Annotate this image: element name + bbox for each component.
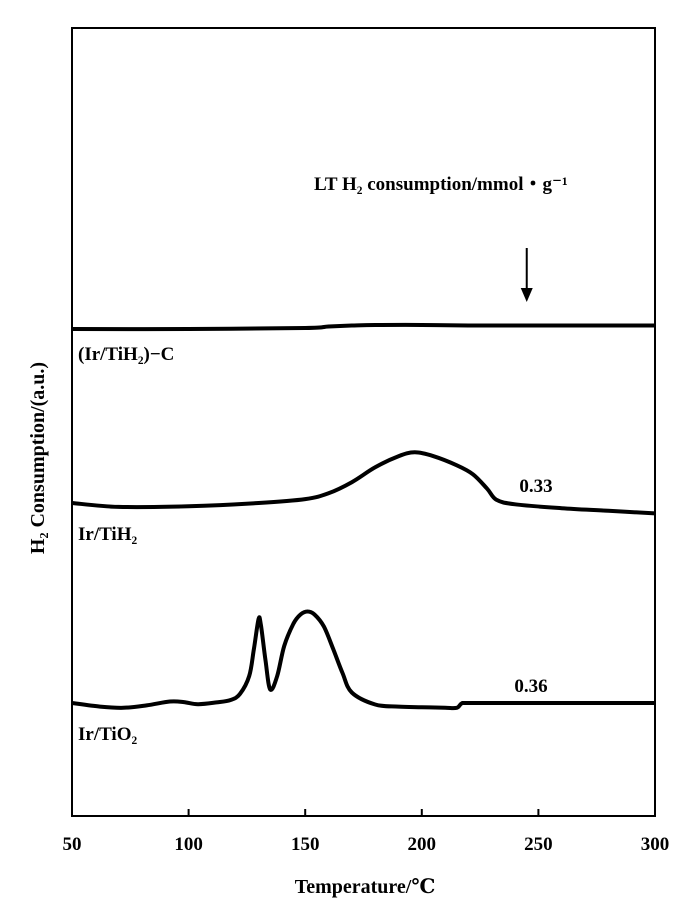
series-line-2 (71, 450, 656, 516)
series-name-label: Ir/TiO₂ (78, 724, 137, 745)
x-tick-label: 100 (174, 834, 203, 855)
arrow-marker (520, 248, 533, 302)
series-value-label: 0.33 (519, 476, 552, 497)
annotation-text: LT H₂ consumption/mmol・g⁻¹ (314, 174, 568, 195)
series-curves (71, 322, 656, 711)
x-tick-label: 300 (641, 834, 670, 855)
series-name-label: (Ir/TiH₂)−C (78, 344, 174, 365)
x-axis-title: Temperature/℃ (295, 876, 436, 898)
series-line-3 (71, 609, 655, 711)
x-axis-ticks: 50 100 150 200 250 300 (63, 809, 670, 855)
x-tick-label: 150 (291, 834, 320, 855)
series-name-label: Ir/TiH₂ (78, 524, 137, 545)
x-tick-label: 250 (524, 834, 553, 855)
y-axis-title: H₂ Consumption/(a.u.) (27, 362, 49, 554)
plot-frame (71, 27, 656, 817)
series-line-1 (71, 322, 655, 332)
x-tick-label: 50 (63, 834, 82, 855)
series-labels: (Ir/TiH₂)−C Ir/TiH₂ 0.33 Ir/TiO₂ 0.36 (78, 344, 553, 745)
x-tick-label: 200 (408, 834, 437, 855)
series-value-label: 0.36 (514, 676, 547, 697)
